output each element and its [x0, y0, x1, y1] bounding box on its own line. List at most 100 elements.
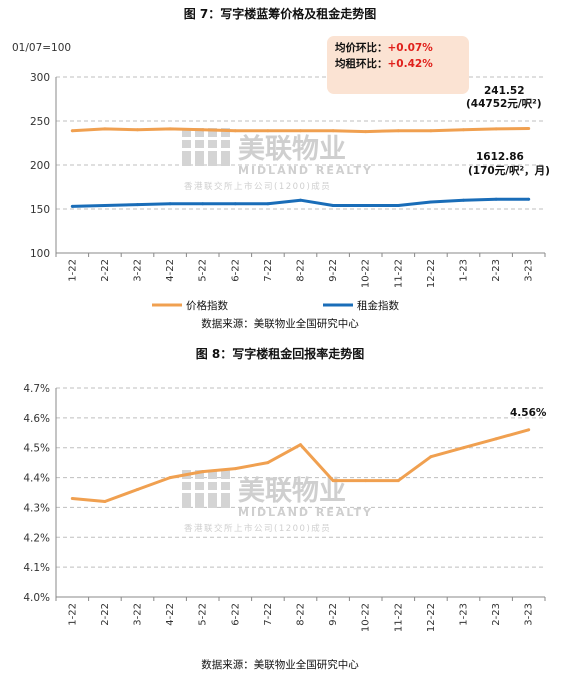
price-avg-label: (44752元/呎²): [466, 98, 542, 110]
chart1-summary-box: 均价环比：+0.07% 均租环比：+0.42%: [327, 36, 469, 94]
data-point: [429, 129, 433, 133]
data-point: [233, 129, 237, 133]
data-point: [364, 204, 368, 207]
y-tick-label: 4.5%: [23, 443, 50, 455]
data-point: [396, 129, 400, 133]
x-tick-label: 1-23: [459, 259, 470, 282]
watermark-sub: 香港联交所上市公司(1200)成员: [184, 523, 331, 534]
data-point: [494, 197, 498, 201]
data-point: [299, 198, 302, 202]
y-tick-label: 150: [30, 204, 50, 216]
x-tick-label: 12-22: [426, 603, 437, 632]
data-point: [136, 203, 139, 207]
chart2-source: 数据来源：美联物业全国研究中心: [201, 658, 359, 671]
rent-change: 均租环比：+0.42%: [335, 57, 433, 70]
data-point: [70, 497, 74, 500]
x-tick-label: 11-22: [393, 259, 404, 288]
price-change: 均价环比：+0.07%: [335, 41, 433, 54]
y-tick-label: 4.1%: [23, 562, 50, 574]
x-tick-label: 7-22: [263, 259, 274, 282]
y-tick-label: 100: [30, 248, 50, 260]
midland-logo-icon: [182, 470, 230, 508]
y-tick-label: 4.4%: [23, 473, 50, 485]
y-tick-label: 250: [30, 116, 50, 128]
data-point: [266, 129, 270, 133]
legend-price: 价格指数: [186, 299, 228, 312]
data-point: [136, 488, 139, 491]
x-tick-label: 6-22: [230, 603, 241, 626]
data-point: [233, 467, 237, 471]
y-tick-label: 4.3%: [23, 502, 50, 514]
x-tick-label: 3-23: [524, 603, 535, 626]
chart-yield: 图 8：写字楼租金回报率走势图 4.0% 4.1% 4.2% 4.3% 4.4% 4.5%…: [23, 346, 547, 671]
y-tick-label: 4.2%: [23, 532, 50, 544]
data-point: [331, 204, 335, 207]
midland-logo-icon: [182, 128, 230, 166]
chart2-y-ticks: 4.0% 4.1% 4.2% 4.3% 4.4% 4.5% 4.6% 4.7%: [23, 383, 50, 604]
chart1-base-label: 01/07=100: [12, 42, 71, 54]
chart1-title: 图 7：写字楼蓝筹价格及租金走势图: [184, 6, 377, 21]
data-point: [494, 127, 498, 131]
data-point: [70, 129, 74, 133]
x-tick-label: 2-23: [491, 603, 502, 626]
chart1-y-ticks: 100 150 200 250 300: [30, 72, 50, 260]
chart2-watermark: 美联物业 MIDLAND REALTY 香港联交所上市公司(1200)成员: [182, 470, 373, 534]
chart1-watermark: 美联物业 MIDLAND REALTY 香港联交所上市公司(1200)成员: [182, 128, 373, 192]
data-point: [429, 200, 433, 204]
chart2-x-ticks: 1-22 2-22 3-22 4-22 5-22 6-22 7-22 8-22 9-22 10-2…: [55, 597, 546, 632]
data-point: [462, 198, 465, 202]
data-point: [527, 127, 531, 130]
data-point: [266, 461, 270, 465]
data-point: [429, 455, 433, 459]
y-tick-label: 4.0%: [23, 592, 50, 604]
x-tick-label: 5-22: [198, 259, 209, 282]
x-tick-label: 2-22: [100, 259, 111, 282]
data-point: [299, 443, 302, 447]
x-tick-label: 10-22: [361, 603, 372, 632]
watermark-name: 美联物业: [238, 133, 346, 165]
x-tick-label: 1-22: [67, 603, 78, 626]
y-tick-label: 200: [30, 160, 50, 172]
x-tick-label: 11-22: [393, 603, 404, 632]
data-point: [396, 204, 400, 207]
x-tick-label: 4-22: [165, 603, 176, 626]
data-point: [494, 437, 498, 441]
x-tick-label: 8-22: [296, 603, 307, 626]
x-tick-label: 3-22: [133, 603, 144, 626]
y-tick-label: 300: [30, 72, 50, 84]
data-point: [331, 479, 335, 483]
data-point: [103, 500, 107, 503]
data-point: [201, 128, 205, 132]
chart1-source: 数据来源：美联物业全国研究中心: [201, 317, 359, 330]
watermark-name: 美联物业: [238, 475, 346, 507]
data-point: [233, 202, 237, 206]
data-point: [462, 128, 465, 132]
data-point: [364, 130, 368, 134]
data-point: [168, 127, 172, 131]
data-point: [527, 197, 531, 201]
data-point: [103, 127, 107, 131]
x-tick-label: 1-23: [459, 603, 470, 626]
data-point: [168, 202, 172, 206]
data-point: [364, 479, 368, 483]
data-point: [168, 476, 172, 480]
chart2-series: [70, 428, 531, 503]
x-tick-label: 9-22: [328, 259, 339, 282]
chart-price-rent: 图 7：写字楼蓝筹价格及租金走势图 01/07=100 100 150 200 250…: [12, 6, 550, 330]
rent-avg-label: (170元/呎²，月): [468, 165, 550, 177]
watermark-name-en: MIDLAND REALTY: [238, 506, 373, 519]
chart1-legend: 价格指数 租金指数: [152, 299, 399, 312]
y-tick-label: 4.6%: [23, 413, 50, 425]
x-tick-label: 10-22: [361, 259, 372, 288]
x-tick-label: 1-22: [67, 259, 78, 282]
x-tick-label: 12-22: [426, 259, 437, 288]
legend-rent: 租金指数: [357, 299, 399, 312]
x-tick-label: 5-22: [198, 603, 209, 626]
chart1-x-ticks: 1-22 2-22 3-22 4-22 5-22 6-22 7-22 8-22 9-22 10-2…: [55, 253, 546, 288]
x-tick-label: 2-23: [491, 259, 502, 282]
watermark-name-en: MIDLAND REALTY: [238, 164, 373, 177]
yield-end-label: 4.56%: [510, 407, 547, 419]
y-tick-label: 4.7%: [23, 383, 50, 395]
price-index-label: 241.52: [484, 85, 525, 97]
